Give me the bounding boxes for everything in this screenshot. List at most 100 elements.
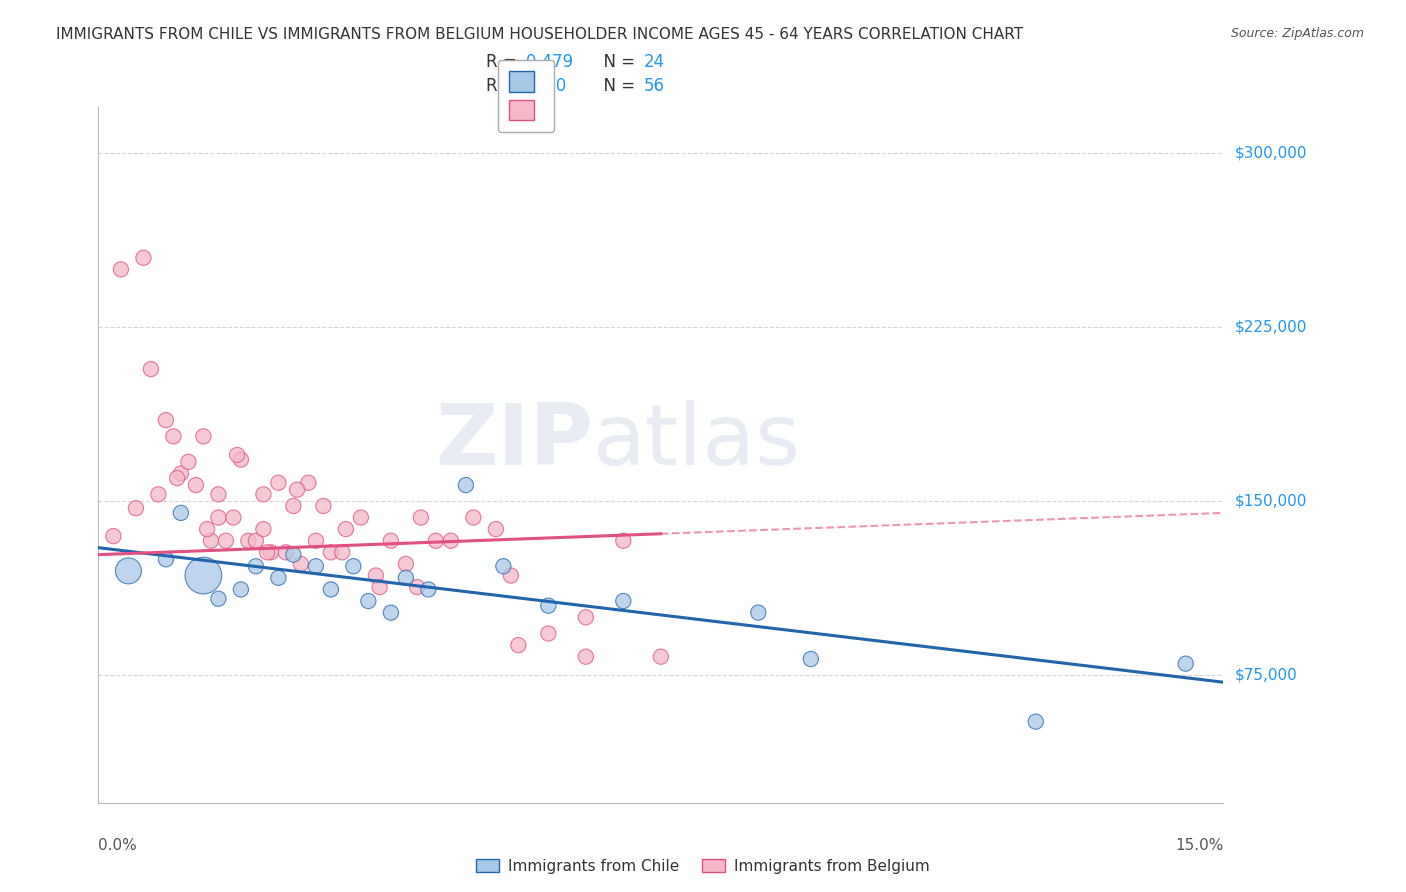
Point <box>425 533 447 548</box>
Point <box>184 478 207 492</box>
Text: R =: R = <box>486 78 523 95</box>
Point <box>800 652 823 666</box>
Point <box>508 638 530 652</box>
Point <box>267 571 290 585</box>
Point <box>537 599 560 613</box>
Point <box>305 559 328 574</box>
Point <box>207 510 229 524</box>
Point <box>245 533 267 548</box>
Point <box>170 506 193 520</box>
Point <box>155 413 177 427</box>
Point <box>395 571 418 585</box>
Text: 56: 56 <box>644 78 665 95</box>
Point <box>155 552 177 566</box>
Point <box>252 487 274 501</box>
Text: IMMIGRANTS FROM CHILE VS IMMIGRANTS FROM BELGIUM HOUSEHOLDER INCOME AGES 45 - 64: IMMIGRANTS FROM CHILE VS IMMIGRANTS FROM… <box>56 27 1024 42</box>
Point <box>256 545 278 559</box>
Point <box>177 455 200 469</box>
Point <box>245 559 267 574</box>
Point <box>226 448 249 462</box>
Point <box>612 533 634 548</box>
Point <box>132 251 155 265</box>
Point <box>103 529 125 543</box>
Point <box>485 522 508 536</box>
Point <box>207 487 229 501</box>
Point <box>319 545 342 559</box>
Text: $75,000: $75,000 <box>1234 668 1298 682</box>
Point <box>319 582 342 597</box>
Point <box>335 522 357 536</box>
Point <box>274 545 297 559</box>
Point <box>575 649 598 664</box>
Point <box>297 475 319 490</box>
Point <box>418 582 440 597</box>
Text: $150,000: $150,000 <box>1234 494 1306 508</box>
Text: Source: ZipAtlas.com: Source: ZipAtlas.com <box>1230 27 1364 40</box>
Text: ZIP: ZIP <box>436 400 593 483</box>
Legend: , : , <box>498 60 554 132</box>
Text: R =: R = <box>486 53 523 70</box>
Point <box>350 510 373 524</box>
Point <box>117 564 139 578</box>
Point <box>139 362 162 376</box>
Point <box>395 557 418 571</box>
Point <box>1174 657 1197 671</box>
Point <box>440 533 463 548</box>
Point <box>537 626 560 640</box>
Text: atlas: atlas <box>593 400 801 483</box>
Point <box>170 467 193 481</box>
Point <box>162 429 184 443</box>
Point <box>650 649 672 664</box>
Point <box>305 533 328 548</box>
Point <box>463 510 485 524</box>
Point <box>148 487 170 501</box>
Point <box>200 533 222 548</box>
Point <box>368 580 391 594</box>
Point <box>290 557 312 571</box>
Point <box>492 559 515 574</box>
Point <box>357 594 380 608</box>
Text: 24: 24 <box>644 53 665 70</box>
Point <box>364 568 387 582</box>
Point <box>342 559 364 574</box>
Point <box>252 522 274 536</box>
Point <box>406 580 429 594</box>
Text: 0.050: 0.050 <box>520 78 568 95</box>
Point <box>195 522 218 536</box>
Point <box>499 568 522 582</box>
Text: $300,000: $300,000 <box>1234 146 1306 161</box>
Legend: Immigrants from Chile, Immigrants from Belgium: Immigrants from Chile, Immigrants from B… <box>470 853 936 880</box>
Point <box>1025 714 1047 729</box>
Point <box>193 568 215 582</box>
Point <box>229 582 252 597</box>
Point <box>110 262 132 277</box>
Point <box>575 610 598 624</box>
Point <box>312 499 335 513</box>
Point <box>215 533 238 548</box>
Text: N =: N = <box>593 53 641 70</box>
Text: 15.0%: 15.0% <box>1175 838 1223 853</box>
Point <box>238 533 260 548</box>
Point <box>193 429 215 443</box>
Point <box>207 591 229 606</box>
Point <box>285 483 308 497</box>
Point <box>380 533 402 548</box>
Point <box>125 501 148 516</box>
Point <box>330 545 353 559</box>
Text: $225,000: $225,000 <box>1234 320 1306 334</box>
Point <box>380 606 402 620</box>
Text: N =: N = <box>593 78 641 95</box>
Point <box>409 510 432 524</box>
Point <box>222 510 245 524</box>
Point <box>283 499 305 513</box>
Point <box>747 606 769 620</box>
Text: 0.0%: 0.0% <box>98 838 138 853</box>
Point <box>260 545 283 559</box>
Point <box>612 594 634 608</box>
Point <box>166 471 188 485</box>
Point <box>229 452 252 467</box>
Text: -0.479: -0.479 <box>520 53 574 70</box>
Point <box>283 548 305 562</box>
Point <box>454 478 477 492</box>
Point <box>267 475 290 490</box>
